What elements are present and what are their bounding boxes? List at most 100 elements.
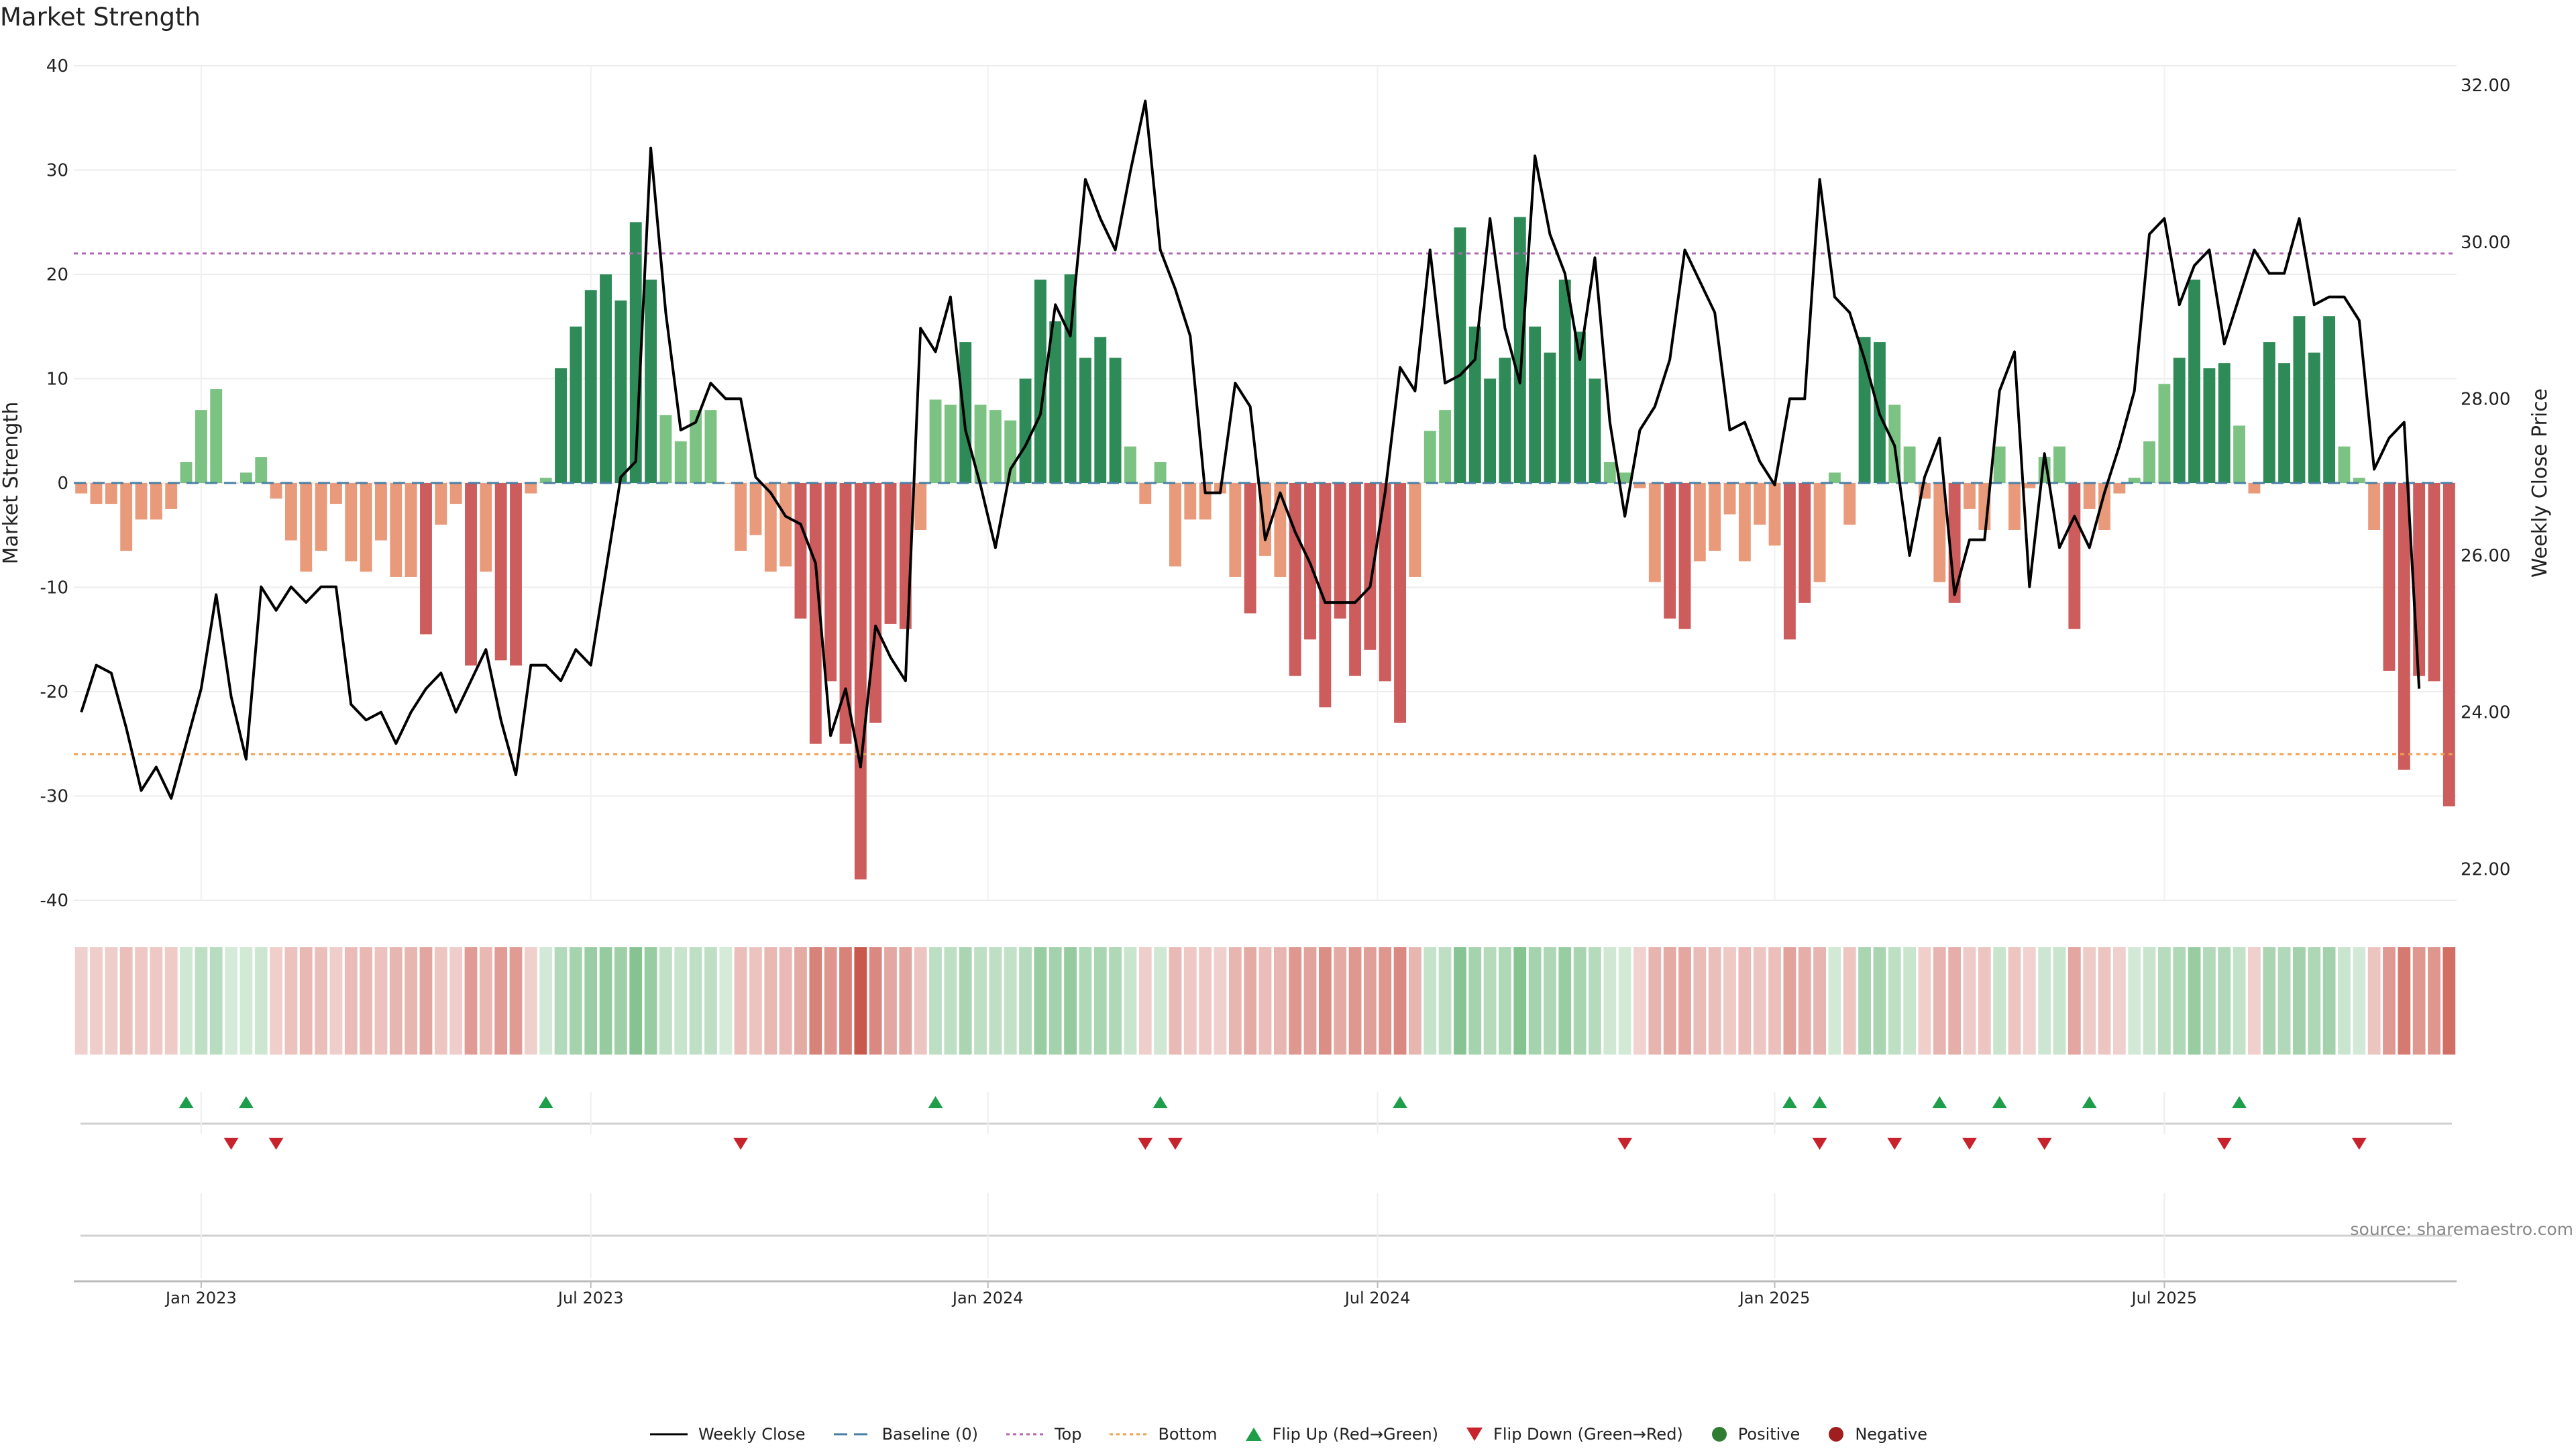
strength-bar xyxy=(1034,279,1046,483)
heat-cell xyxy=(419,947,433,1055)
heat-cell xyxy=(509,947,523,1055)
heat-cell xyxy=(944,947,957,1055)
legend-bottom[interactable]: Bottom xyxy=(1108,1425,1218,1444)
heat-cell xyxy=(239,947,253,1055)
heat-cell xyxy=(1483,947,1497,1055)
heat-cell xyxy=(1858,947,1871,1055)
heat-cell xyxy=(1454,947,1466,1055)
strength-bar xyxy=(345,483,358,561)
heat-cell xyxy=(1978,947,1991,1055)
strength-bar xyxy=(180,462,193,483)
heat-cell xyxy=(434,947,447,1055)
strength-bar xyxy=(2368,483,2381,530)
strength-bar xyxy=(1664,483,1676,619)
strength-bar xyxy=(959,342,972,483)
heat-cell xyxy=(1049,947,1062,1055)
strength-bar xyxy=(1019,378,1032,483)
strength-bar xyxy=(1169,483,1181,567)
legend-positive[interactable]: Positive xyxy=(1710,1425,1800,1444)
y-tick-label: -20 xyxy=(40,682,68,702)
strength-bar xyxy=(1484,378,1497,483)
legend-weekly-close[interactable]: Weekly Close xyxy=(649,1425,806,1444)
strength-bar xyxy=(1244,483,1256,614)
strength-bar xyxy=(1619,472,1631,483)
strength-bar xyxy=(2263,342,2275,483)
strength-bar xyxy=(1094,337,1107,483)
strength-bar xyxy=(1558,279,1571,483)
heat-cell xyxy=(2293,947,2306,1055)
strength-bar xyxy=(1424,431,1436,483)
reference-lines xyxy=(74,252,2457,755)
strength-bar xyxy=(1049,321,1062,483)
heat-cell xyxy=(1154,947,1167,1055)
y2-tick-label: 32.00 xyxy=(2461,76,2510,96)
legend-baseline[interactable]: Baseline (0) xyxy=(833,1425,978,1444)
y-axis-title: Market Strength xyxy=(0,402,23,564)
heat-cell xyxy=(569,947,582,1055)
strength-bar xyxy=(405,483,417,577)
heat-cell xyxy=(899,947,912,1055)
legend-negative[interactable]: Negative xyxy=(1827,1425,1927,1444)
heat-cell xyxy=(1513,947,1527,1055)
strength-bar xyxy=(600,274,612,483)
heat-cell xyxy=(824,947,837,1055)
heat-cell xyxy=(135,947,148,1055)
heat-cell xyxy=(2143,947,2156,1055)
strength-bar xyxy=(2428,483,2440,682)
strength-bar xyxy=(2083,483,2096,509)
legend-label: Weekly Close xyxy=(698,1425,806,1444)
flip-up-marker xyxy=(928,1096,943,1108)
strength-bar xyxy=(90,483,103,504)
strength-bar xyxy=(884,483,897,624)
heat-cell xyxy=(914,947,927,1055)
strength-bar xyxy=(2233,425,2246,483)
heat-cell xyxy=(539,947,553,1055)
heat-cell xyxy=(2443,947,2456,1055)
heat-cell xyxy=(599,947,612,1055)
y-tick-label: -40 xyxy=(40,891,68,911)
heat-cell xyxy=(90,947,103,1055)
y2-tick-label: 30.00 xyxy=(2461,233,2510,253)
strength-bar xyxy=(465,483,477,666)
heat-cell xyxy=(1363,947,1377,1055)
heat-cell xyxy=(659,947,672,1055)
legend-flip-up[interactable]: Flip Up (Red→Green) xyxy=(1244,1425,1438,1444)
strength-bar xyxy=(510,483,522,666)
strength-bar xyxy=(1783,483,1796,640)
heat-cell xyxy=(2038,947,2051,1055)
heat-cell xyxy=(1169,947,1182,1055)
heat-cell xyxy=(2322,947,2336,1055)
heat-cell xyxy=(884,947,897,1055)
flip-down-marker xyxy=(2216,1138,2232,1150)
heat-cell xyxy=(1813,947,1826,1055)
heat-cell xyxy=(1573,947,1587,1055)
strength-bar xyxy=(2413,483,2426,676)
strength-bar xyxy=(2113,483,2126,494)
heat-cell xyxy=(449,947,463,1055)
heat-cell xyxy=(854,947,867,1055)
heat-cell xyxy=(1933,947,1946,1055)
x-tick-label: Jul 2024 xyxy=(1344,1289,1411,1307)
heat-cell xyxy=(1273,947,1287,1055)
heat-cell xyxy=(1348,947,1362,1055)
strength-bar xyxy=(1064,274,1077,483)
strength-bar xyxy=(1709,483,1721,551)
strength-bar xyxy=(1468,326,1481,483)
strength-bar xyxy=(1544,352,1556,483)
strength-bar xyxy=(2383,483,2396,671)
legend-top[interactable]: Top xyxy=(1005,1425,1081,1444)
flip-up-marker xyxy=(178,1096,194,1108)
axes: -40 -30 -20 -10 0 10 20 30 40 22.00 24.00 26.00 28.0… xyxy=(0,56,2552,911)
heat-cell xyxy=(2353,947,2366,1055)
price-series xyxy=(80,99,2421,800)
y-tick-label: 0 xyxy=(57,474,68,494)
heat-cell xyxy=(1318,947,1332,1055)
heat-cell xyxy=(1424,947,1437,1055)
legend-flip-down[interactable]: Flip Down (Green→Red) xyxy=(1465,1425,1683,1444)
heat-cell xyxy=(329,947,343,1055)
x-tick-label: Jan 2024 xyxy=(951,1289,1024,1307)
heat-cell xyxy=(464,947,478,1055)
heat-cell xyxy=(2248,947,2261,1055)
strength-bar xyxy=(1454,227,1466,483)
heat-cell xyxy=(1768,947,1781,1055)
